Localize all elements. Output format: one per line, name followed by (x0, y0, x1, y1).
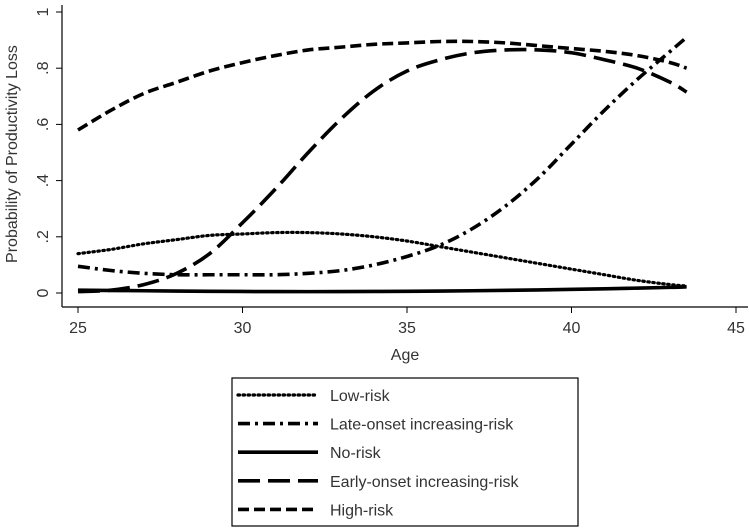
y-tick-label: .4 (35, 174, 52, 187)
series-line-no-risk (77, 285, 687, 294)
legend: Low-risk Late-onset increasing-risk No-ris… (231, 377, 579, 527)
series-line-high-risk (77, 39, 688, 132)
y-tick-label: 0 (35, 288, 52, 297)
x-tick-label: 40 (563, 320, 581, 337)
series-line-low-risk (76, 230, 689, 288)
x-tick-label: 35 (398, 320, 416, 337)
legend-label-high-risk: High-risk (330, 502, 394, 519)
y-axis-label: Probability of Productivity Loss (4, 45, 21, 263)
y-tick-label: .2 (35, 230, 52, 243)
x-tick-label: 45 (727, 320, 745, 337)
legend-label-late-onset-increasing-risk: Late-onset increasing-risk (330, 417, 514, 434)
series-layer (76, 35, 689, 294)
legend-label-early-onset-increasing-risk: Early-onset increasing-risk (330, 474, 520, 491)
x-axis-label: Age (391, 347, 420, 364)
legend-label-low-risk: Low-risk (330, 388, 391, 405)
series-line-early-onset-increasing-risk (77, 47, 688, 294)
x-tick-label: 30 (234, 320, 252, 337)
y-tick-label: .8 (35, 61, 52, 74)
y-tick-label: .6 (35, 118, 52, 131)
axes-layer: 25 30 35 40 45 0 .2 .4 .6 .8 1 (35, 5, 748, 337)
y-tick-label: 1 (35, 7, 52, 16)
x-tick-label: 25 (69, 320, 87, 337)
series-line-late-onset-increasing-risk (77, 35, 688, 277)
legend-label-no-risk: No-risk (330, 445, 382, 462)
